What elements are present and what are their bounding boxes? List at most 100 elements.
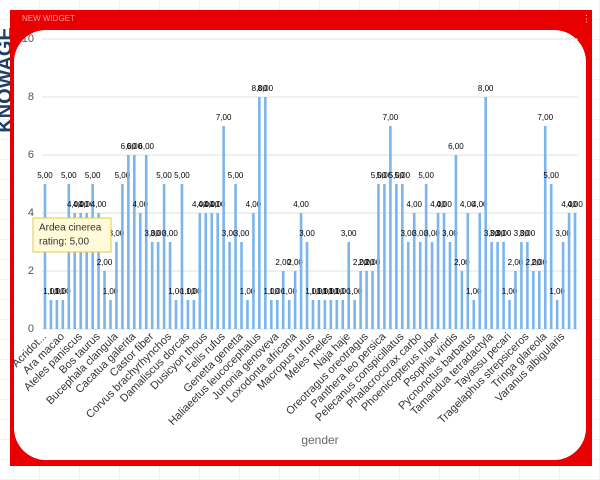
data-label: 4,00 xyxy=(198,200,214,209)
bar xyxy=(567,213,571,329)
data-label: 8,00 xyxy=(258,84,274,93)
data-label: 1,00 xyxy=(347,287,363,296)
data-label: 8,00 xyxy=(252,84,268,93)
bar xyxy=(109,300,112,329)
y-tick-label: 10 xyxy=(22,33,34,45)
data-label: 2,00 xyxy=(275,258,291,267)
bar xyxy=(144,155,148,329)
bar xyxy=(299,213,303,329)
bar xyxy=(543,126,547,329)
y-tick-label: 2 xyxy=(28,265,34,277)
bar xyxy=(389,126,392,329)
bar xyxy=(478,213,482,329)
data-label: 1,00 xyxy=(168,287,184,296)
data-label: 2,00 xyxy=(454,258,470,267)
data-label: 3,00 xyxy=(162,229,178,238)
bar xyxy=(490,242,493,329)
bar xyxy=(264,97,267,329)
bar xyxy=(341,300,345,329)
data-label: 3,00 xyxy=(341,229,357,238)
data-label: 1,00 xyxy=(323,287,339,296)
data-label: 4,00 xyxy=(472,200,488,209)
bar xyxy=(430,242,434,329)
data-label: 4,00 xyxy=(73,200,89,209)
bar xyxy=(49,300,53,329)
tooltip-title: Ardea cinerea xyxy=(39,223,102,234)
bar xyxy=(395,184,398,329)
data-label: 1,00 xyxy=(317,287,333,296)
y-tick-label: 4 xyxy=(28,207,34,219)
data-label: 2,00 xyxy=(287,258,303,267)
data-label: 4,00 xyxy=(406,200,422,209)
data-label: 7,00 xyxy=(216,113,232,122)
bar xyxy=(460,271,464,329)
bar xyxy=(406,242,410,329)
bar xyxy=(573,213,577,329)
data-label: 5,00 xyxy=(85,171,101,180)
data-label: 3,00 xyxy=(520,229,536,238)
bar xyxy=(204,213,208,329)
bar xyxy=(549,184,553,329)
bar xyxy=(150,242,154,329)
bar xyxy=(359,271,362,329)
data-label: 2,00 xyxy=(365,258,381,267)
bar xyxy=(55,300,59,329)
data-label: 4,00 xyxy=(192,200,208,209)
widget-menu[interactable]: ⋮ xyxy=(582,13,591,23)
data-label: 1,00 xyxy=(502,287,518,296)
bar xyxy=(121,184,124,329)
bar xyxy=(198,213,202,329)
data-label: 5,00 xyxy=(418,171,434,180)
bar xyxy=(526,242,529,329)
y-tick-label: 0 xyxy=(28,323,34,335)
data-label: 5,00 xyxy=(377,171,393,180)
bar xyxy=(162,184,166,329)
bar xyxy=(561,242,565,329)
data-label: 3,00 xyxy=(150,229,166,238)
data-label: 5,00 xyxy=(543,171,559,180)
data-label: 4,00 xyxy=(567,200,583,209)
data-label: 1,00 xyxy=(55,287,71,296)
bar xyxy=(424,184,428,329)
data-label: 2,00 xyxy=(353,258,369,267)
bar xyxy=(335,300,339,329)
data-label: 1,00 xyxy=(43,287,59,296)
data-label: 4,00 xyxy=(430,200,446,209)
data-label: 5,00 xyxy=(156,171,172,180)
data-label: 2,00 xyxy=(359,258,375,267)
data-label: 5,00 xyxy=(115,171,131,180)
data-label: 3,00 xyxy=(496,229,512,238)
data-label: 4,00 xyxy=(293,200,309,209)
bar xyxy=(329,300,333,329)
data-label: 5,00 xyxy=(37,171,53,180)
bar xyxy=(496,242,499,329)
bar xyxy=(91,184,94,329)
data-label: 4,00 xyxy=(91,200,107,209)
data-label: 3,00 xyxy=(484,229,500,238)
bar xyxy=(61,300,65,329)
data-label: 1,00 xyxy=(549,287,565,296)
bar xyxy=(311,300,315,329)
data-label: 2,00 xyxy=(97,258,113,267)
bar xyxy=(383,184,386,329)
data-label: 1,00 xyxy=(186,287,202,296)
widget-header: NEW WIDGET xyxy=(22,14,75,23)
bar xyxy=(85,213,88,329)
data-label: 3,00 xyxy=(400,229,416,238)
data-label: 2,00 xyxy=(508,258,524,267)
data-label: 5,00 xyxy=(395,171,411,180)
bar xyxy=(365,271,368,329)
bar xyxy=(555,300,559,329)
bar xyxy=(275,300,279,329)
bar xyxy=(287,300,291,329)
bar xyxy=(442,213,446,329)
bar xyxy=(532,271,535,329)
data-label: 4,00 xyxy=(246,200,262,209)
bar xyxy=(180,184,184,329)
data-label: 1,00 xyxy=(466,287,482,296)
bar xyxy=(508,300,511,329)
data-label: 3,00 xyxy=(109,229,125,238)
data-label: 4,00 xyxy=(561,200,577,209)
data-label: 1,00 xyxy=(305,287,321,296)
